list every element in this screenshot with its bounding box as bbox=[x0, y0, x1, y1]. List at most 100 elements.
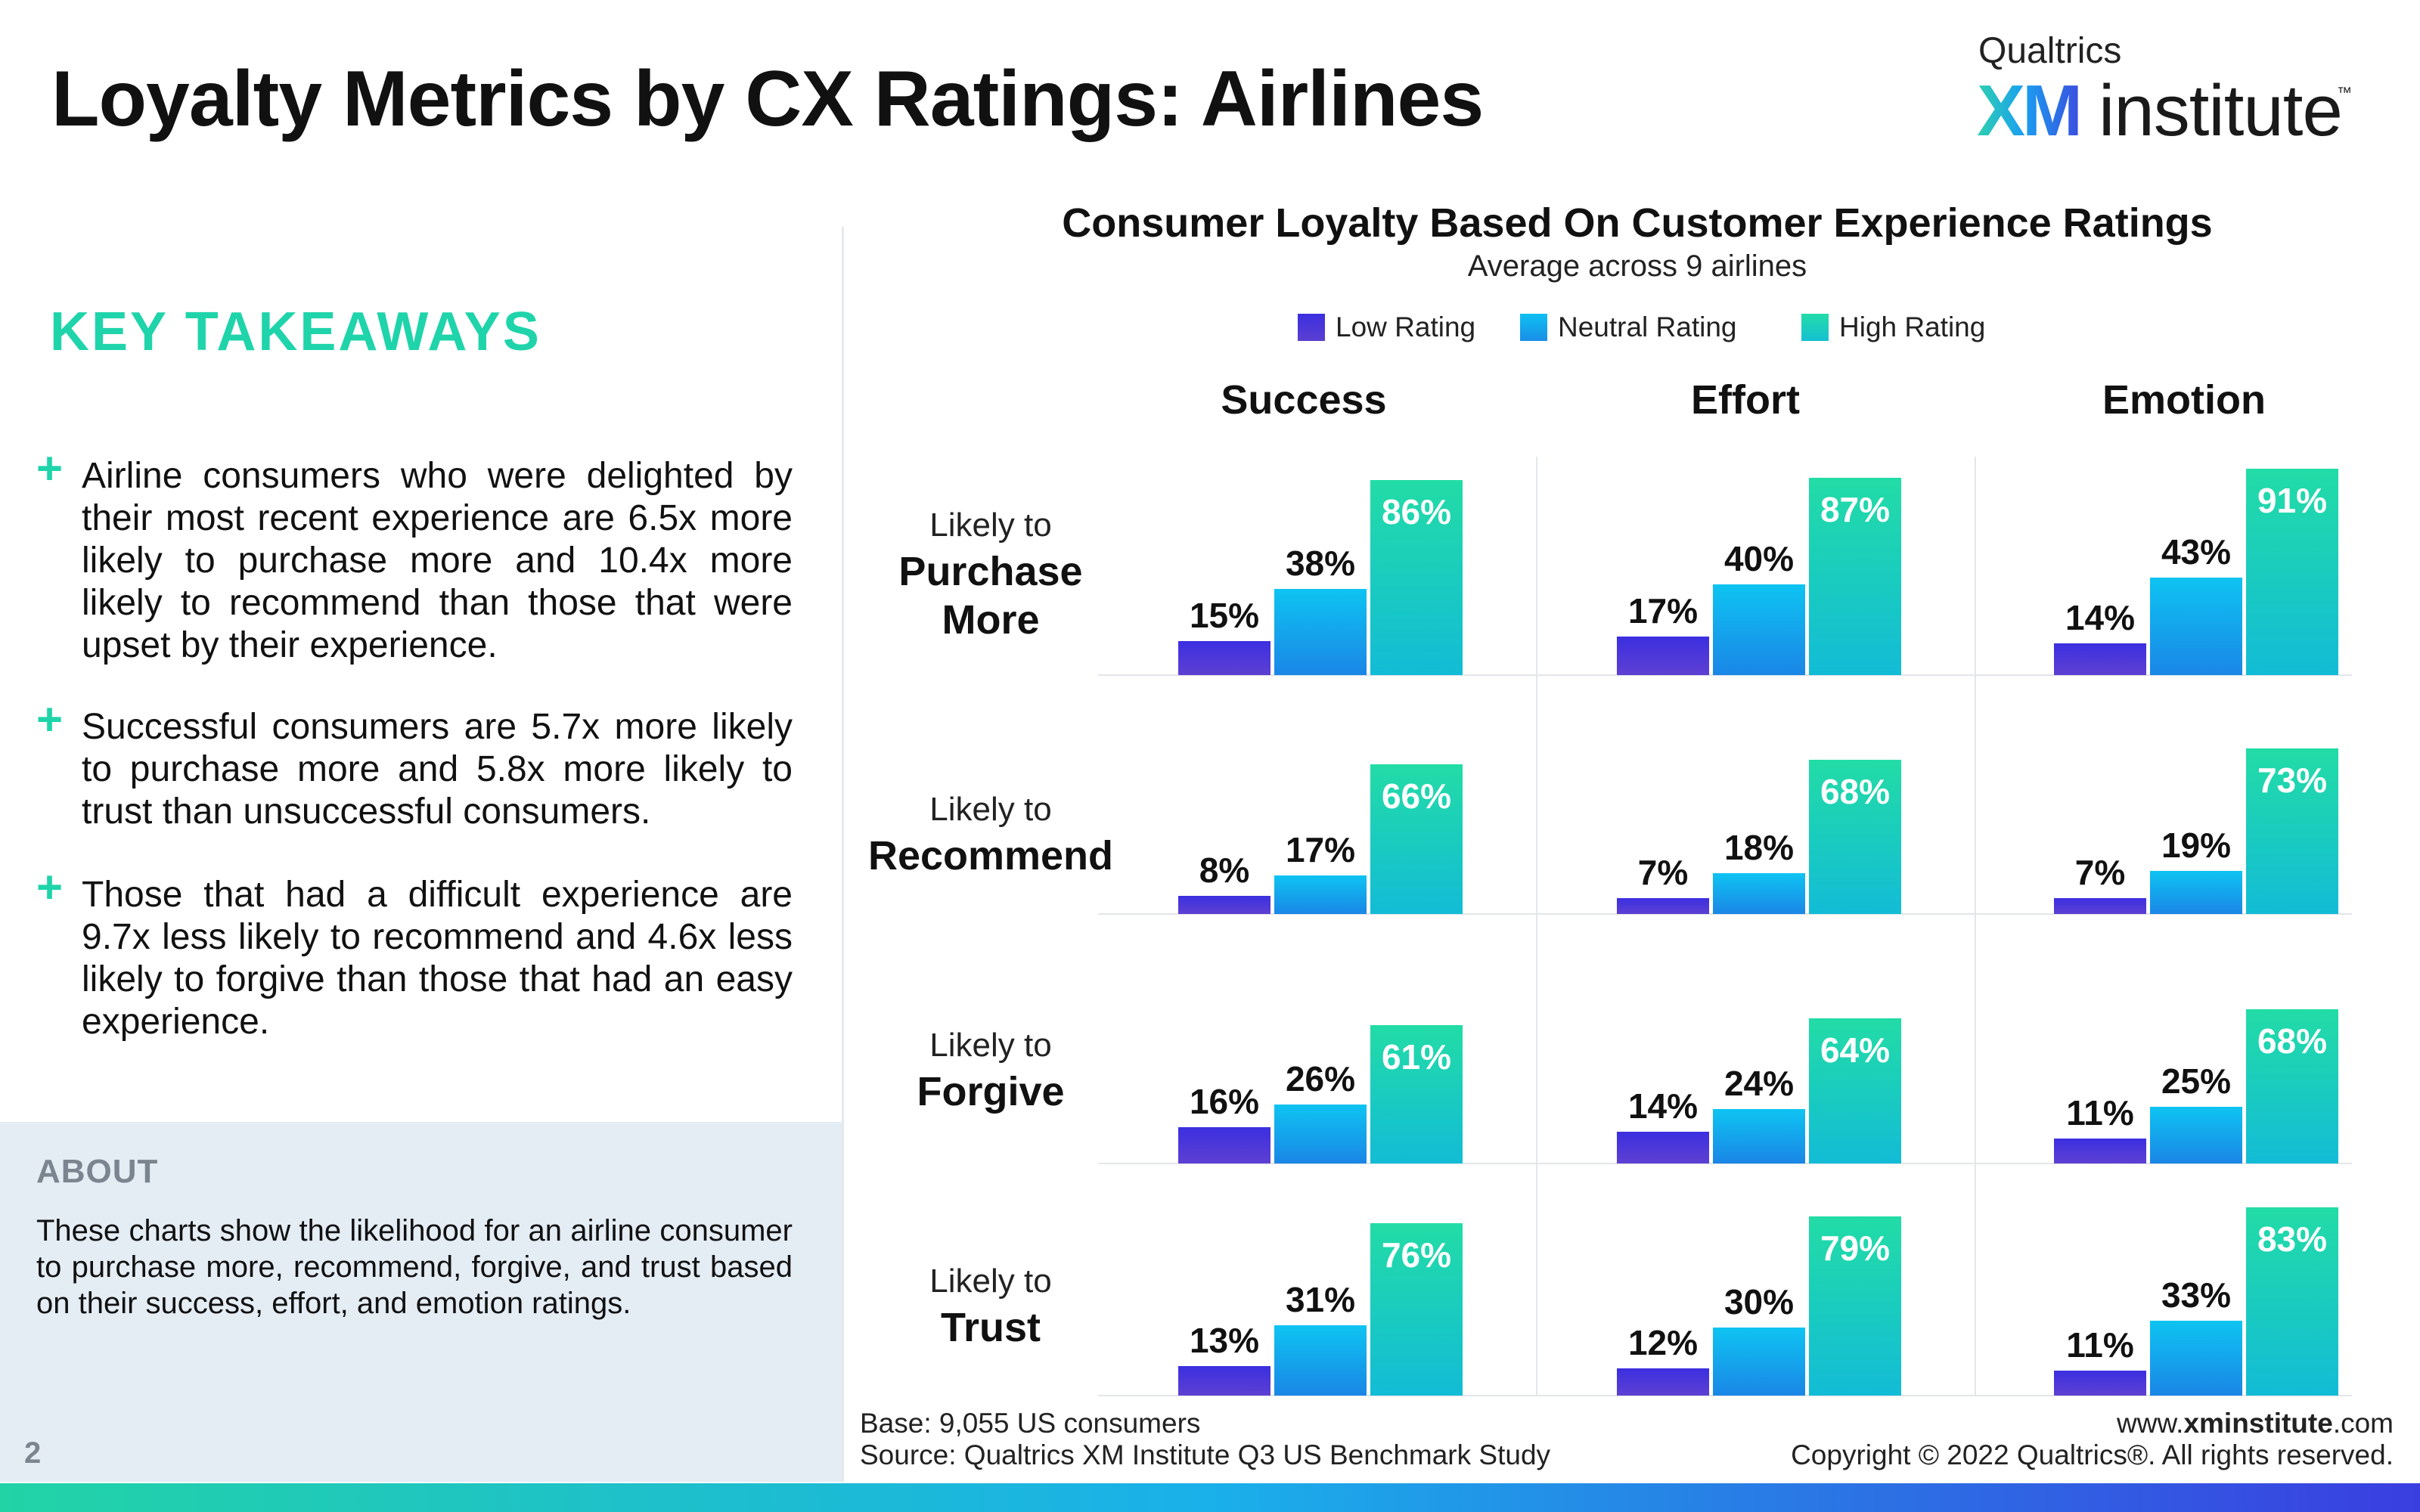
data-label-low: 11% bbox=[2066, 1093, 2134, 1132]
bar-high bbox=[1809, 478, 1901, 675]
key-takeaways-title: KEY TAKEAWAYS bbox=[50, 302, 541, 362]
column-header-emotion: Emotion bbox=[2102, 377, 2266, 423]
takeaway-item: Those that had a difficult experience ar… bbox=[82, 875, 793, 1042]
data-label-neutral: 33% bbox=[2161, 1275, 2231, 1315]
data-label-neutral: 19% bbox=[2161, 826, 2231, 865]
data-label-low: 15% bbox=[1190, 596, 1259, 635]
data-label-neutral: 26% bbox=[1286, 1059, 1355, 1098]
row-label-recommend: Likely to Recommend bbox=[852, 788, 1130, 880]
bar-neutral bbox=[2150, 1321, 2242, 1396]
data-label-neutral: 30% bbox=[1724, 1282, 1794, 1321]
bar-high bbox=[1370, 480, 1463, 675]
row-label-metric: Purchase More bbox=[898, 549, 1083, 643]
legend-label-low: Low Rating bbox=[1336, 311, 1476, 342]
data-label-neutral: 31% bbox=[1286, 1280, 1355, 1319]
row-label-prefix: Likely to bbox=[929, 507, 1052, 544]
bar-high bbox=[2246, 1207, 2338, 1396]
bar-neutral bbox=[1713, 584, 1805, 675]
bar-neutral bbox=[2150, 871, 2242, 914]
chart-title: Consumer Loyalty Based On Customer Exper… bbox=[1062, 200, 2213, 246]
brand-qualtrics-text: Qualtrics bbox=[1978, 31, 2122, 71]
column-header-effort: Effort bbox=[1691, 377, 1800, 423]
footer-copyright: Copyright © 2022 Qualtrics®. All rights … bbox=[1791, 1439, 2394, 1470]
bar-high bbox=[1809, 1018, 1901, 1163]
row-label-prefix: Likely to bbox=[929, 791, 1052, 828]
data-label-high: 66% bbox=[1382, 776, 1451, 816]
legend-label-high: High Rating bbox=[1839, 311, 1986, 342]
brand-xm-logo: XM bbox=[1977, 70, 2083, 151]
data-label-low: 14% bbox=[1628, 1086, 1698, 1126]
about-title: ABOUT bbox=[36, 1153, 159, 1190]
data-label-low: 7% bbox=[1638, 853, 1688, 892]
row-label-metric: Trust bbox=[940, 1305, 1041, 1350]
bar-low bbox=[2054, 1371, 2146, 1396]
data-label-low: 12% bbox=[1628, 1323, 1698, 1362]
footer-base: Base: 9,055 US consumers bbox=[860, 1408, 1201, 1439]
data-label-low: 7% bbox=[2075, 853, 2125, 892]
data-label-high: 68% bbox=[1820, 772, 1890, 811]
bar-neutral bbox=[1713, 1109, 1805, 1163]
footer-url[interactable]: www.xminstitute.com bbox=[1664, 1408, 2394, 1439]
bar-low bbox=[1617, 1132, 1709, 1163]
data-label-high: 64% bbox=[1820, 1030, 1890, 1070]
legend-swatch-high bbox=[1801, 314, 1829, 341]
footer-url-prefix: www. bbox=[2117, 1408, 2184, 1439]
about-text: These charts show the likelihood for an … bbox=[36, 1214, 793, 1320]
data-label-high: 68% bbox=[2257, 1021, 2327, 1061]
data-label-neutral: 18% bbox=[1724, 828, 1794, 867]
legend-swatch-neutral bbox=[1520, 314, 1547, 341]
plus-icon: + bbox=[36, 862, 64, 912]
legend-high: High Rating bbox=[1801, 311, 1985, 343]
data-label-high: 86% bbox=[1382, 492, 1451, 531]
plus-icon: + bbox=[36, 443, 64, 494]
page-number: 2 bbox=[24, 1436, 42, 1470]
data-label-neutral: 40% bbox=[1724, 539, 1794, 578]
takeaway-item: Successful consumers are 5.7x more likel… bbox=[82, 707, 793, 832]
about-panel bbox=[0, 1122, 842, 1482]
bar-high bbox=[2246, 748, 2338, 914]
data-label-low: 17% bbox=[1628, 591, 1698, 631]
chart-subtitle: Average across 9 airlines bbox=[1467, 249, 1807, 283]
bar-low bbox=[1178, 1127, 1270, 1163]
bar-low bbox=[1178, 1366, 1270, 1396]
row-label-trust: Likely to Trust bbox=[852, 1259, 1130, 1352]
bar-neutral bbox=[1274, 1105, 1367, 1163]
data-label-low: 8% bbox=[1199, 850, 1249, 890]
data-label-low: 16% bbox=[1190, 1082, 1259, 1121]
bar-neutral bbox=[1274, 589, 1367, 675]
footer-url-domain: xminstitute bbox=[2183, 1408, 2333, 1439]
page-title: Loyalty Metrics by CX Ratings: Airlines bbox=[51, 55, 1484, 143]
data-label-neutral: 24% bbox=[1724, 1064, 1794, 1103]
legend-label-neutral: Neutral Rating bbox=[1558, 311, 1737, 342]
bar-high bbox=[2246, 469, 2338, 675]
data-label-low: 14% bbox=[2065, 598, 2135, 637]
brand-institute-text: institute bbox=[2099, 70, 2343, 151]
bar-neutral bbox=[2150, 1107, 2242, 1163]
row-label-metric: Forgive bbox=[917, 1069, 1065, 1114]
data-label-high: 87% bbox=[1820, 490, 1890, 529]
legend-neutral: Neutral Rating bbox=[1520, 311, 1737, 343]
legend-low: Low Rating bbox=[1298, 311, 1475, 343]
bar-low bbox=[2054, 643, 2146, 675]
bar-high bbox=[1370, 1025, 1463, 1163]
bar-neutral bbox=[2150, 578, 2242, 675]
data-label-low: 11% bbox=[2066, 1325, 2134, 1365]
bar-neutral bbox=[1274, 1325, 1367, 1396]
bar-low bbox=[1178, 641, 1270, 675]
bar-low bbox=[1617, 1368, 1709, 1396]
data-label-high: 76% bbox=[1382, 1235, 1451, 1275]
data-label-high: 83% bbox=[2257, 1219, 2327, 1259]
data-label-neutral: 25% bbox=[2161, 1061, 2231, 1101]
bar-low bbox=[2054, 1139, 2146, 1163]
data-label-neutral: 43% bbox=[2161, 532, 2231, 572]
row-label-forgive: Likely to Forgive bbox=[852, 1024, 1130, 1116]
data-label-high: 61% bbox=[1382, 1037, 1451, 1077]
footer-source: Source: Qualtrics XM Institute Q3 US Ben… bbox=[860, 1439, 1551, 1470]
bar-neutral bbox=[1713, 873, 1805, 914]
row-label-purchase-more: Likely to Purchase More bbox=[852, 503, 1130, 644]
bar-neutral bbox=[1274, 875, 1367, 914]
data-label-neutral: 38% bbox=[1286, 544, 1355, 583]
bar-high bbox=[1370, 1223, 1463, 1396]
data-label-neutral: 17% bbox=[1286, 830, 1355, 869]
